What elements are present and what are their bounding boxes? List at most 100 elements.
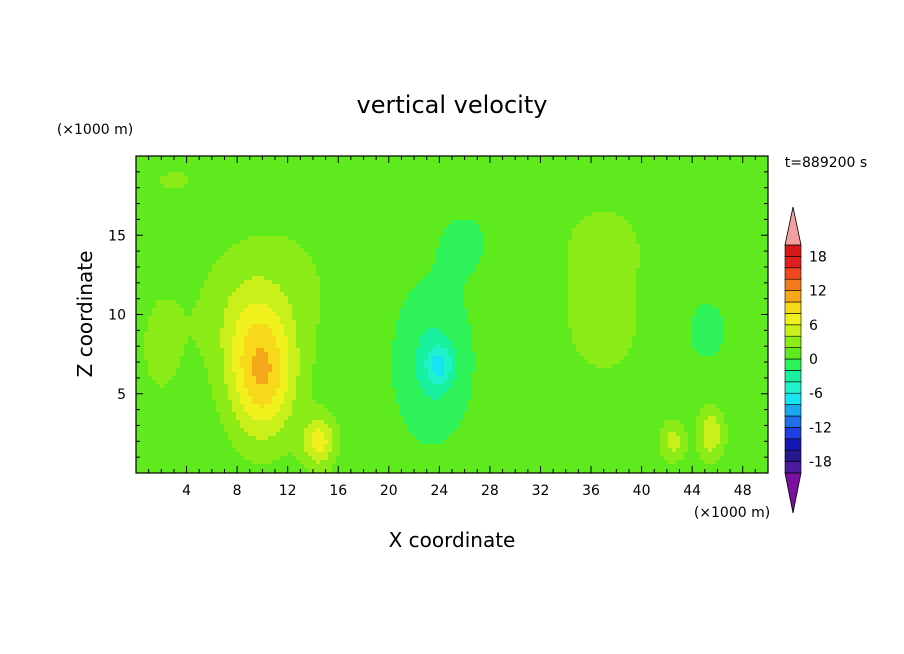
field-cell <box>684 232 689 237</box>
field-cell <box>304 172 309 177</box>
field-cell <box>460 216 465 221</box>
field-cell <box>368 272 373 277</box>
field-cell <box>220 168 225 173</box>
field-cell <box>596 204 601 209</box>
field-cell <box>596 232 601 237</box>
field-cell <box>536 192 541 197</box>
field-cell <box>416 260 421 265</box>
field-cell <box>332 204 337 209</box>
field-cell <box>404 212 409 217</box>
field-cell <box>668 220 673 225</box>
field-cell <box>580 264 585 269</box>
field-cell <box>532 216 537 221</box>
field-cell <box>244 236 249 241</box>
field-cell <box>484 244 489 249</box>
field-cell <box>668 232 673 237</box>
field-cell <box>216 184 221 189</box>
field-cell <box>712 168 717 173</box>
field-cell <box>436 276 441 281</box>
field-cell <box>560 204 565 209</box>
field-cell <box>700 156 705 161</box>
field-cell <box>688 160 693 165</box>
field-cell <box>204 228 209 233</box>
field-cell <box>720 248 725 253</box>
field-cell <box>468 156 473 161</box>
field-cell <box>532 180 537 185</box>
field-cell <box>216 156 221 161</box>
field-cell <box>332 212 337 217</box>
field-cell <box>184 264 189 269</box>
field-cell <box>428 180 433 185</box>
field-cell <box>420 180 425 185</box>
field-cell <box>496 216 501 221</box>
field-cell <box>448 172 453 177</box>
field-cell <box>336 268 341 273</box>
field-cell <box>148 164 153 169</box>
field-cell <box>208 240 213 245</box>
field-cell <box>752 212 757 217</box>
field-cell <box>472 260 477 265</box>
field-cell <box>696 184 701 189</box>
field-cell <box>424 184 429 189</box>
field-cell <box>256 200 261 205</box>
field-cell <box>340 224 345 229</box>
field-cell <box>760 264 765 269</box>
field-cell <box>332 176 337 181</box>
field-cell <box>244 204 249 209</box>
field-cell <box>260 212 265 217</box>
field-cell <box>160 184 165 189</box>
field-cell <box>152 280 157 285</box>
field-cell <box>168 192 173 197</box>
field-cell <box>452 200 457 205</box>
field-cell <box>248 160 253 165</box>
field-cell <box>412 176 417 181</box>
field-cell <box>744 272 749 277</box>
field-cell <box>412 180 417 185</box>
field-cell <box>472 184 477 189</box>
field-cell <box>292 164 297 169</box>
field-cell <box>384 196 389 201</box>
field-cell <box>280 216 285 221</box>
field-cell <box>716 156 721 161</box>
field-cell <box>196 252 201 257</box>
field-cell <box>636 248 641 253</box>
field-cell <box>316 176 321 181</box>
field-cell <box>596 164 601 169</box>
field-cell <box>648 164 653 169</box>
field-cell <box>160 280 165 285</box>
field-cell <box>196 236 201 241</box>
field-cell <box>596 224 601 229</box>
field-cell <box>556 244 561 249</box>
field-cell <box>544 164 549 169</box>
field-cell <box>336 236 341 241</box>
field-cell <box>672 172 677 177</box>
field-cell <box>416 188 421 193</box>
field-cell <box>688 268 693 273</box>
field-cell <box>340 228 345 233</box>
field-cell <box>284 256 289 261</box>
field-cell <box>596 240 601 245</box>
field-cell <box>460 200 465 205</box>
field-cell <box>568 260 573 265</box>
field-cell <box>632 208 637 213</box>
field-cell <box>136 260 141 265</box>
field-cell <box>148 236 153 241</box>
field-cell <box>588 204 593 209</box>
field-cell <box>568 172 573 177</box>
field-cell <box>468 244 473 249</box>
field-cell <box>588 268 593 273</box>
field-cell <box>472 172 477 177</box>
field-cell <box>488 272 493 277</box>
field-cell <box>240 240 245 245</box>
field-cell <box>444 164 449 169</box>
field-cell <box>676 204 681 209</box>
field-cell <box>584 228 589 233</box>
field-cell <box>192 168 197 173</box>
field-cell <box>324 160 329 165</box>
field-cell <box>728 268 733 273</box>
field-cell <box>604 240 609 245</box>
field-cell <box>400 212 405 217</box>
field-cell <box>248 228 253 233</box>
field-cell <box>264 168 269 173</box>
field-cell <box>220 276 225 281</box>
